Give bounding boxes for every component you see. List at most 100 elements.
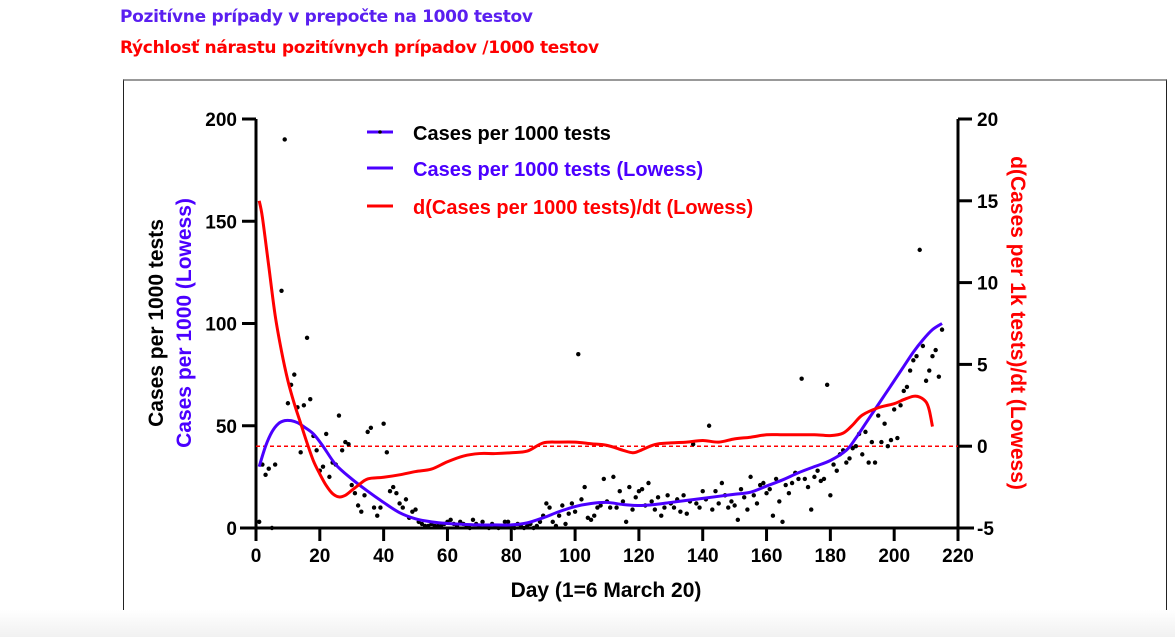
- data-point: [936, 374, 942, 379]
- data-point: [671, 505, 677, 510]
- title-growth-rate: Rýchlosť nárastu pozitívnych prípadov /1…: [120, 38, 599, 58]
- data-point: [684, 511, 689, 516]
- data-point: [381, 421, 386, 426]
- data-point: [713, 488, 718, 494]
- data-point: [324, 431, 329, 437]
- data-point: [831, 462, 836, 467]
- data-point: [646, 480, 651, 486]
- data-point: [486, 525, 492, 531]
- data-point: [633, 495, 638, 500]
- data-point: [505, 519, 511, 525]
- data-point: [365, 429, 370, 435]
- data-point: [732, 503, 737, 508]
- data-point: [757, 482, 763, 488]
- data-point: [911, 358, 916, 363]
- data-point: [272, 462, 278, 467]
- data-point: [349, 482, 354, 488]
- data-point: [735, 517, 741, 523]
- data-point: [939, 327, 945, 332]
- data-point: [579, 497, 584, 502]
- scatter-points: [256, 137, 945, 531]
- data-point: [269, 525, 275, 531]
- data-point: [694, 501, 699, 506]
- data-point: [745, 507, 750, 512]
- data-point: [467, 525, 472, 531]
- data-point: [655, 495, 661, 500]
- data-point: [869, 439, 875, 445]
- data-point: [285, 401, 291, 406]
- data-point: [872, 460, 878, 465]
- data-point: [796, 476, 801, 482]
- data-point: [767, 486, 772, 492]
- y-left-label-line1: Cases per 1000 tests: [145, 219, 168, 427]
- data-point: [525, 523, 530, 529]
- data-point: [298, 450, 303, 455]
- legend-label-cases: Cases per 1000 tests: [413, 123, 611, 145]
- data-point: [885, 444, 890, 449]
- y-left-tick-label: 50: [216, 417, 237, 438]
- data-point: [550, 519, 555, 525]
- data-point: [544, 501, 549, 506]
- y-left-tick-label: 200: [205, 110, 237, 131]
- data-point: [410, 509, 415, 514]
- data-point: [282, 137, 287, 142]
- data-point: [419, 521, 425, 527]
- data-point: [789, 480, 795, 486]
- y-right-tick-label: 10: [977, 274, 998, 295]
- data-point: [726, 505, 731, 510]
- data-point: [496, 525, 501, 531]
- data-point: [375, 513, 380, 518]
- data-point: [279, 288, 284, 293]
- data-point: [662, 505, 667, 510]
- data-point: [697, 505, 702, 510]
- y-left-label-line2: Cases per 1000 (Lowess): [173, 198, 196, 448]
- data-point: [308, 396, 313, 402]
- data-point: [681, 493, 686, 498]
- y-right-tick-label: 15: [977, 192, 999, 213]
- data-point: [620, 499, 626, 504]
- data-point: [470, 517, 476, 523]
- y-right-tick-label: -5: [977, 519, 994, 540]
- data-point: [623, 519, 629, 525]
- data-point: [716, 501, 721, 506]
- data-point: [927, 368, 932, 373]
- data-point: [400, 505, 405, 510]
- y-right-tick-label: 20: [977, 110, 998, 131]
- data-point: [850, 446, 855, 451]
- data-point: [665, 493, 670, 498]
- data-point: [690, 441, 696, 447]
- data-point: [263, 472, 268, 478]
- data-point: [547, 505, 552, 510]
- legend: Cases per 1000 tests Cases per 1000 test…: [367, 123, 753, 219]
- data-point: [432, 523, 437, 529]
- data-point: [828, 493, 833, 498]
- data-point: [719, 480, 725, 486]
- data-point: [617, 488, 622, 494]
- data-point: [898, 403, 903, 408]
- data-point: [748, 474, 753, 480]
- data-point: [588, 517, 594, 523]
- x-tick-label: 180: [815, 546, 847, 567]
- lowess-line-blue: [257, 322, 943, 527]
- x-tick-label: 0: [251, 546, 262, 567]
- data-point: [627, 484, 632, 490]
- ticks: 0 20 40 60 80 100 120 140 160 180 200 2200501001502…: [205, 110, 998, 567]
- data-point: [639, 486, 645, 492]
- data-point: [904, 384, 910, 390]
- data-point: [812, 474, 817, 480]
- derivative-line-red: [257, 200, 934, 499]
- data-point: [710, 507, 715, 512]
- y-left-tick-label: 150: [205, 212, 237, 233]
- data-point: [777, 499, 782, 504]
- data-point: [292, 372, 297, 377]
- data-point: [751, 493, 756, 498]
- data-point: [818, 478, 823, 484]
- data-point: [595, 505, 600, 510]
- legend-label-derivative: d(Cases per 1000 tests)/dt (Lowess): [413, 197, 753, 219]
- data-point: [853, 444, 859, 449]
- data-point: [809, 507, 814, 512]
- data-point: [378, 505, 383, 510]
- data-point: [700, 488, 705, 494]
- data-point: [343, 439, 348, 445]
